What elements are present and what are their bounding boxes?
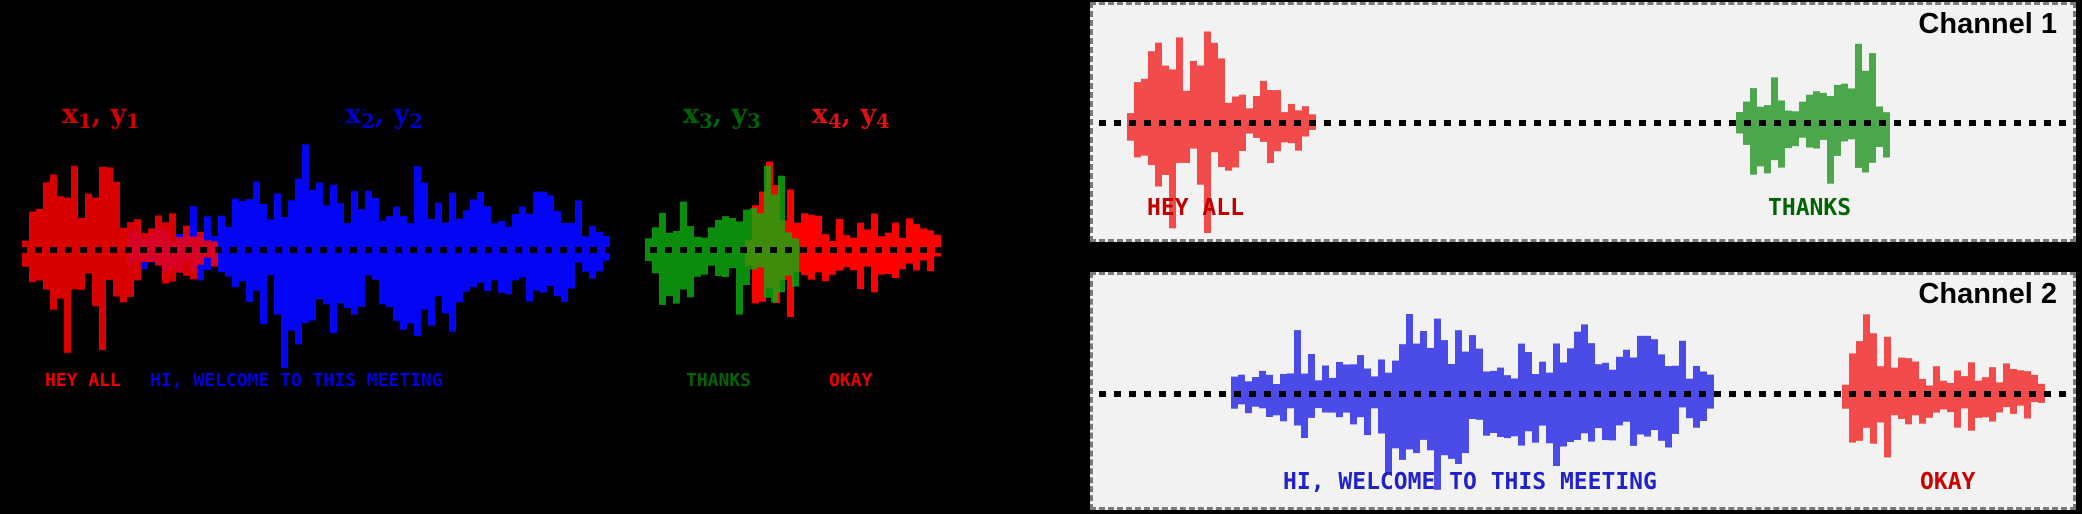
label-separator: , [841, 99, 861, 130]
waveform-channel1-thanks-green [1736, 43, 1890, 184]
mixture-transcript-okay: OKAY [829, 370, 873, 391]
speaker-label-x4y4: x4, y4 [812, 99, 890, 133]
mixture-waveform-svg [22, 144, 941, 368]
mixture-visualization: x1, y1 x2, y2 x3, y3 x4, y4 HEY ALL HI, … [22, 99, 941, 391]
y3-subscript: 3 [747, 109, 761, 133]
channel-2-transcript-welcome: HI, WELCOME TO THIS MEETING [1283, 469, 1657, 495]
y1-variable: y [110, 99, 127, 130]
speaker-label-x2y2: x2, y2 [345, 99, 423, 133]
label-separator: , [374, 99, 394, 130]
channel-1-title: Channel 1 [1918, 8, 2057, 40]
mixture-transcript-hey-all: HEY ALL [45, 370, 121, 391]
mixture-transcript-thanks: THANKS [686, 370, 752, 391]
y4-subscript: 4 [876, 109, 890, 133]
x3-variable: x [683, 99, 700, 130]
x2-subscript: 2 [361, 109, 375, 133]
label-separator: , [712, 99, 732, 130]
x2-variable: x [345, 99, 362, 130]
channel-2-transcript-okay: OKAY [1920, 469, 1976, 495]
channel-1-transcript-hey-all: HEY ALL [1147, 195, 1244, 221]
y2-variable: y [393, 99, 410, 130]
y2-subscript: 2 [409, 109, 423, 133]
waveform-channel1-hey-all-red [1127, 31, 1316, 233]
waveform-channel2-welcome-blue [1231, 314, 1714, 490]
channel-1-panel: Channel 1 HEY ALL THANKS [1090, 2, 2076, 242]
x1-variable: x [62, 99, 79, 130]
speaker-label-x1y1: x1, y1 [62, 99, 140, 133]
y4-variable: y [860, 99, 877, 130]
x4-subscript: 4 [828, 109, 842, 133]
channel-2-waveform-svg [1099, 314, 2069, 490]
x3-subscript: 3 [699, 109, 713, 133]
x1-subscript: 1 [78, 109, 92, 133]
x4-variable: x [812, 99, 829, 130]
label-separator: , [91, 99, 111, 130]
channel-1-transcript-thanks: THANKS [1768, 195, 1852, 221]
waveform-mixture-speaker1-red [22, 165, 218, 353]
channel-2-panel: Channel 2 HI, WELCOME TO THIS MEETING OK… [1090, 272, 2076, 510]
mixture-transcript-welcome: HI, WELCOME TO THIS MEETING [150, 370, 443, 391]
waveform-channel2-okay-red [1842, 314, 2045, 458]
y3-variable: y [731, 99, 748, 130]
channel-1-waveform-svg [1099, 31, 2069, 233]
channel-2-title: Channel 2 [1918, 278, 2057, 310]
y1-subscript: 1 [126, 109, 140, 133]
speaker-label-x3y3: x3, y3 [683, 99, 761, 133]
